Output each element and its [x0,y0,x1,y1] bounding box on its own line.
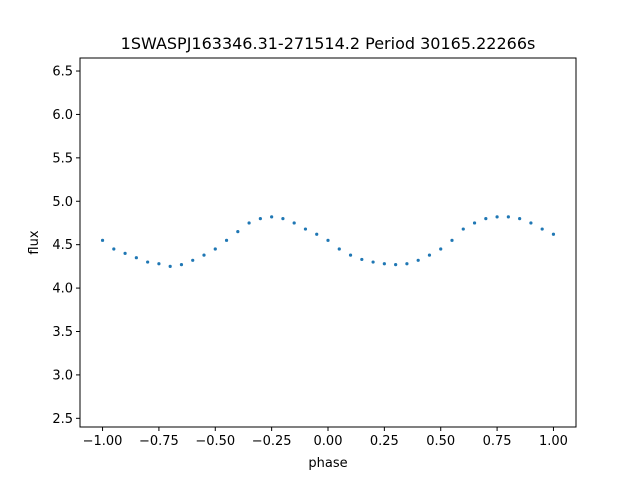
data-point [360,257,364,262]
data-point [461,227,465,231]
data-point [213,247,217,251]
data-point [134,256,138,260]
chart-title: 1SWASPJ163346.31-271514.2 Period 30165.2… [121,34,536,53]
data-point [247,221,251,225]
data-point [168,264,172,268]
data-point [506,215,510,219]
data-point [179,263,184,267]
data-point [315,232,319,236]
data-point [540,227,544,231]
data-point [529,221,533,225]
data-point [518,217,522,221]
y-tick-label: 6.0 [52,108,73,123]
data-point [394,263,398,267]
data-point [551,232,556,236]
data-point [405,262,409,266]
data-point [337,247,341,251]
data-point [495,215,499,219]
x-tick-label: 0.00 [314,434,343,449]
data-point [382,262,386,266]
data-point [416,258,420,262]
y-tick-label: 2.5 [52,412,73,427]
y-tick-label: 4.5 [52,238,73,253]
x-tick-label: 0.75 [483,434,512,449]
data-point [236,230,240,234]
y-tick-label: 3.0 [52,368,73,383]
x-axis-ticks: −1.00 −0.75 −0.50 −0.25 0.00 0.25 0.50 0.75 1.00 [83,427,568,449]
y-axis-label: flux [27,230,42,254]
data-point [100,238,105,242]
x-tick-label: −0.75 [139,434,179,449]
y-tick-label: 3.5 [52,325,73,340]
x-axis-label: phase [308,456,347,471]
data-point [224,238,229,242]
data-point [326,238,330,242]
data-point [281,217,285,221]
x-tick-label: −0.50 [195,434,235,449]
scatter-points [100,215,556,268]
x-tick-label: −1.00 [83,434,123,449]
data-point [472,221,477,225]
data-point [146,260,150,264]
data-point [112,247,116,251]
data-point [191,258,195,262]
y-tick-label: 4.0 [52,282,73,297]
data-point [439,247,443,251]
x-tick-label: 0.50 [426,434,455,449]
x-tick-label: −0.25 [252,434,292,449]
data-point [202,253,206,257]
y-tick-label: 5.5 [52,151,73,166]
data-point [292,221,296,225]
data-point [258,217,262,221]
plot-frame [79,57,577,428]
data-point [427,253,432,257]
data-point [484,217,488,221]
y-tick-label: 6.5 [52,65,73,80]
data-point [157,262,161,266]
y-axis-ticks: 2.5 3.0 3.5 4.0 4.5 5.0 5.5 6.0 6.5 [52,65,80,427]
data-point [348,253,353,257]
y-tick-label: 5.0 [52,195,73,210]
data-point [371,260,375,264]
data-point [450,238,454,242]
data-point [303,227,308,231]
x-tick-label: 0.25 [370,434,399,449]
data-point [123,251,127,255]
x-tick-label: 1.00 [539,434,568,449]
data-point [270,215,274,219]
